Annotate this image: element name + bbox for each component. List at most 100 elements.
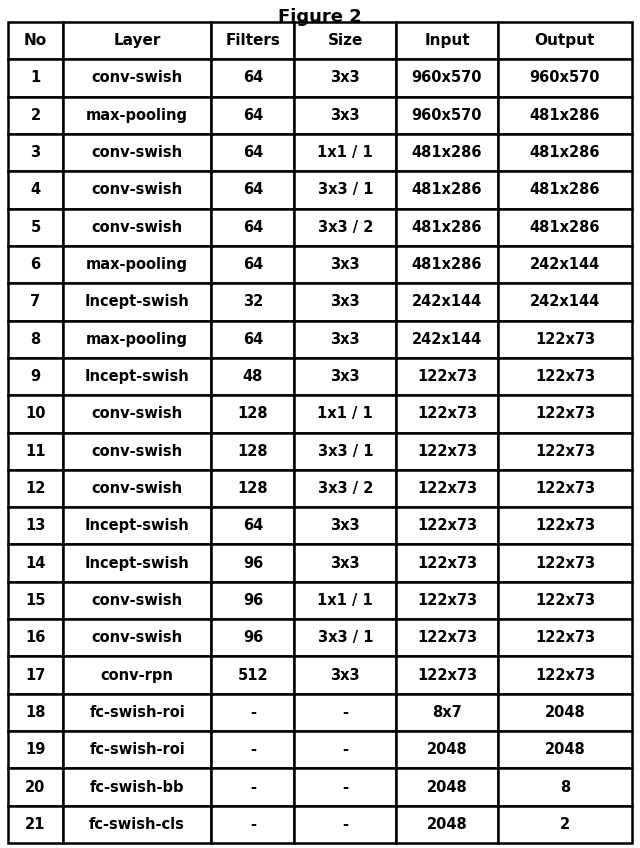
Text: No: No	[24, 33, 47, 48]
Bar	[294, 432, 396, 470]
Text: Incept-swish: Incept-swish	[84, 369, 189, 384]
Bar	[63, 544, 211, 582]
Bar	[8, 656, 63, 694]
Bar	[211, 97, 294, 134]
Text: Incept-swish: Incept-swish	[84, 518, 189, 533]
Bar	[211, 656, 294, 694]
Text: 122x73: 122x73	[535, 444, 595, 459]
Text: 128: 128	[237, 481, 268, 496]
Text: 960x570: 960x570	[530, 70, 600, 86]
Bar	[8, 59, 63, 97]
Bar	[294, 470, 396, 507]
Bar	[498, 768, 632, 806]
Text: 3x3: 3x3	[330, 257, 360, 272]
Text: fc-swish-roi: fc-swish-roi	[90, 742, 185, 757]
Bar	[498, 321, 632, 358]
Bar	[498, 619, 632, 656]
Bar	[211, 619, 294, 656]
Text: 16: 16	[25, 630, 45, 645]
Text: 7: 7	[30, 294, 40, 310]
Bar	[294, 582, 396, 619]
Bar	[396, 619, 498, 656]
Bar	[8, 171, 63, 209]
Bar	[211, 731, 294, 768]
Bar	[498, 395, 632, 432]
Text: 64: 64	[243, 145, 263, 160]
Text: 512: 512	[237, 667, 268, 683]
Bar	[498, 358, 632, 395]
Text: 64: 64	[243, 220, 263, 235]
Text: -: -	[250, 742, 256, 757]
Bar	[211, 358, 294, 395]
Bar	[63, 768, 211, 806]
Bar	[8, 209, 63, 246]
Text: -: -	[250, 779, 256, 795]
Text: 64: 64	[243, 518, 263, 533]
Text: 122x73: 122x73	[417, 369, 477, 384]
Text: 1x1 / 1: 1x1 / 1	[317, 593, 373, 608]
Text: 122x73: 122x73	[417, 667, 477, 683]
Text: 122x73: 122x73	[535, 593, 595, 608]
Bar	[396, 544, 498, 582]
Bar	[8, 395, 63, 432]
Bar	[294, 507, 396, 544]
Text: conv-swish: conv-swish	[92, 593, 183, 608]
Text: 64: 64	[243, 108, 263, 123]
Bar	[211, 134, 294, 171]
Text: 122x73: 122x73	[535, 369, 595, 384]
Text: 21: 21	[25, 817, 45, 832]
Bar	[63, 59, 211, 97]
Text: 960x570: 960x570	[412, 70, 482, 86]
Bar	[211, 395, 294, 432]
Text: 17: 17	[25, 667, 45, 683]
Bar	[211, 246, 294, 283]
Bar	[294, 694, 396, 731]
Text: fc-swish-bb: fc-swish-bb	[90, 779, 184, 795]
Text: 64: 64	[243, 70, 263, 86]
Text: conv-swish: conv-swish	[92, 70, 183, 86]
Bar	[498, 283, 632, 321]
Text: 2: 2	[560, 817, 570, 832]
Bar	[396, 171, 498, 209]
Text: 242x144: 242x144	[530, 257, 600, 272]
Text: conv-swish: conv-swish	[92, 630, 183, 645]
Text: 2048: 2048	[427, 742, 467, 757]
Bar	[396, 507, 498, 544]
Bar	[294, 358, 396, 395]
Text: 1x1 / 1: 1x1 / 1	[317, 145, 373, 160]
Bar	[396, 283, 498, 321]
Text: -: -	[250, 817, 256, 832]
Text: 3x3: 3x3	[330, 518, 360, 533]
Text: conv-swish: conv-swish	[92, 220, 183, 235]
Text: 128: 128	[237, 444, 268, 459]
Bar	[8, 768, 63, 806]
Text: 6: 6	[30, 257, 40, 272]
Text: max-pooling: max-pooling	[86, 108, 188, 123]
Text: 48: 48	[243, 369, 263, 384]
Bar	[63, 22, 211, 59]
Bar	[63, 97, 211, 134]
Bar	[63, 171, 211, 209]
Bar	[396, 395, 498, 432]
Text: Output: Output	[535, 33, 595, 48]
Bar	[211, 768, 294, 806]
Bar	[396, 246, 498, 283]
Bar	[294, 656, 396, 694]
Text: 3x3: 3x3	[330, 108, 360, 123]
Bar	[8, 582, 63, 619]
Text: 5: 5	[30, 220, 40, 235]
Bar	[294, 731, 396, 768]
Bar	[396, 97, 498, 134]
Bar	[8, 283, 63, 321]
Text: 2: 2	[30, 108, 40, 123]
Text: 1: 1	[30, 70, 40, 86]
Bar	[396, 656, 498, 694]
Bar	[63, 134, 211, 171]
Text: 3x3 / 1: 3x3 / 1	[317, 630, 373, 645]
Text: -: -	[342, 779, 348, 795]
Bar	[294, 321, 396, 358]
Text: 481x286: 481x286	[412, 145, 482, 160]
Bar	[498, 171, 632, 209]
Text: -: -	[342, 705, 348, 720]
Bar	[63, 283, 211, 321]
